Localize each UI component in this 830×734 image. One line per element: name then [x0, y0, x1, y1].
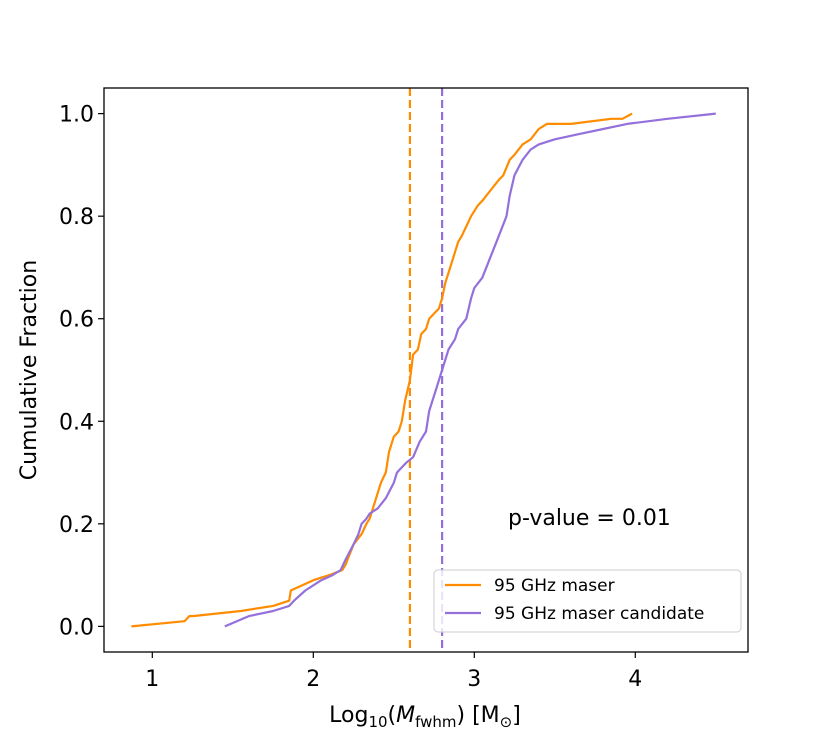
- x-tick-label: 4: [628, 667, 642, 692]
- ticks: 1 2 3 4 0.0 0.2 0.4 0.6 0.8 1.0: [59, 103, 642, 692]
- p-value-annotation: p-value = 0.01: [508, 506, 671, 531]
- legend: 95 GHz maser 95 GHz maser candidate: [433, 569, 742, 633]
- x-tick-label: 3: [467, 667, 481, 692]
- y-tick-label: 0.4: [59, 410, 94, 435]
- y-axis-label: Cumulative Fraction: [17, 260, 42, 480]
- series-line-1: [224, 112, 716, 628]
- y-tick-label: 0.8: [59, 205, 94, 230]
- legend-label-maser: 95 GHz maser: [494, 576, 615, 596]
- legend-box: [433, 569, 742, 633]
- y-tick-label: 0.6: [59, 308, 94, 333]
- plot-area: [131, 88, 716, 652]
- x-tick-label: 1: [145, 667, 159, 692]
- axes-frame: [103, 87, 749, 653]
- legend-label-maser-candidate: 95 GHz maser candidate: [494, 604, 704, 624]
- y-tick-label: 0.0: [59, 615, 94, 640]
- y-tick-label: 0.2: [59, 513, 94, 538]
- series-line-0: [131, 112, 633, 628]
- x-tick-label: 2: [306, 667, 320, 692]
- x-axis-label: Log10(Mfwhm) [M⊙]: [329, 703, 521, 731]
- y-tick-label: 1.0: [59, 103, 94, 128]
